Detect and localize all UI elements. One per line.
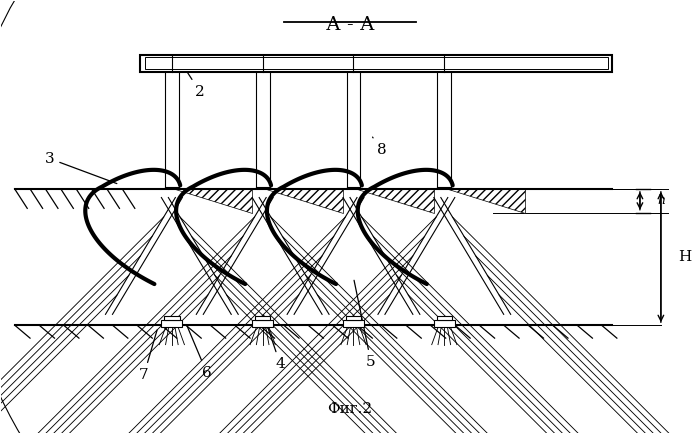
Polygon shape [448, 189, 525, 213]
Bar [346, 316, 361, 320]
Bar [255, 316, 270, 320]
Text: 5: 5 [354, 280, 376, 369]
Bar [343, 320, 364, 327]
Bar [252, 320, 273, 327]
Text: 4: 4 [264, 315, 285, 371]
Bar [437, 316, 452, 320]
Text: 3: 3 [45, 151, 117, 184]
Polygon shape [175, 189, 252, 213]
Polygon shape [357, 189, 434, 213]
Text: 6: 6 [187, 326, 211, 380]
Text: А - А: А - А [326, 16, 374, 34]
Text: 8: 8 [372, 137, 386, 157]
Text: h: h [657, 194, 666, 207]
Bar [141, 55, 612, 72]
Bar [164, 316, 179, 320]
Text: Фиг.2: Фиг.2 [328, 402, 372, 416]
Text: 7: 7 [139, 330, 157, 382]
Polygon shape [266, 189, 343, 213]
Bar [162, 320, 182, 327]
Text: H: H [678, 250, 692, 264]
Text: 2: 2 [188, 72, 204, 99]
Bar [434, 320, 455, 327]
Bar [145, 57, 608, 69]
